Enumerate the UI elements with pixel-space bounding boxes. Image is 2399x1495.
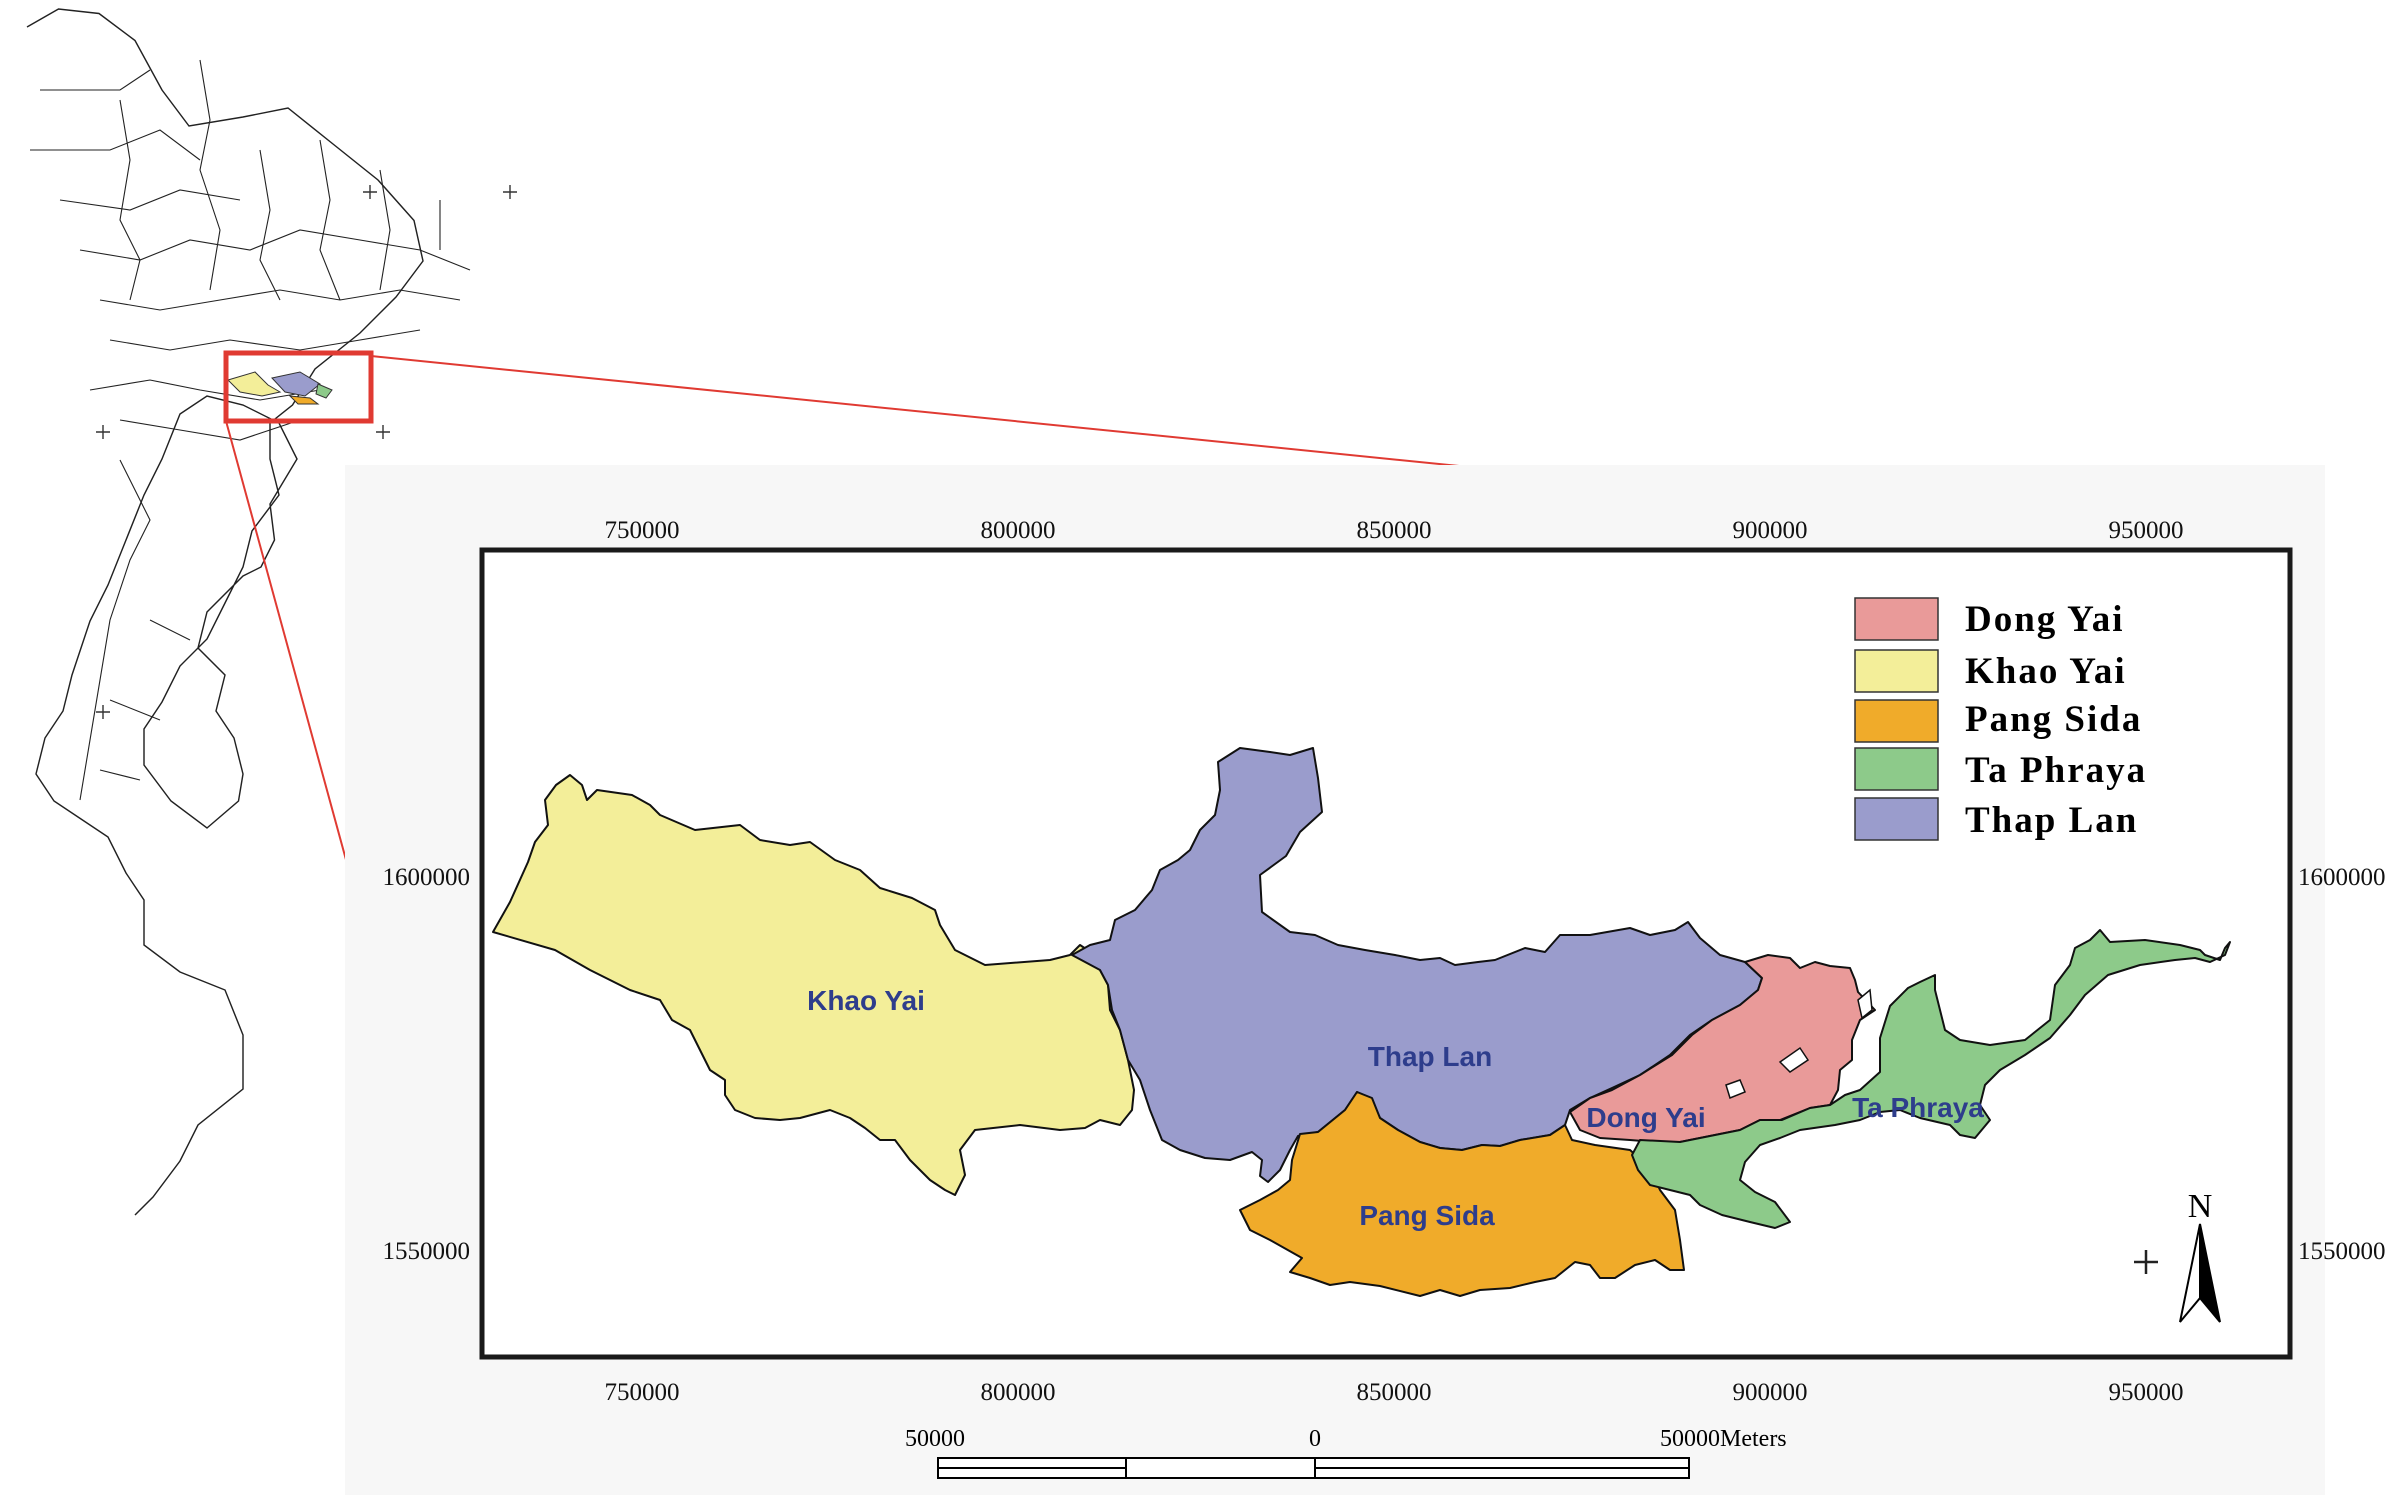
x-tick-label: 900000 [1733,517,1808,544]
regions [492,747,2231,1297]
legend-label: Ta Phraya [1965,750,2147,791]
x-tick-label: 750000 [605,1379,680,1406]
label-khao-yai: Khao Yai [807,985,925,1016]
region-holes [1725,988,1873,1099]
legend-item: Ta Phraya [1854,747,2147,791]
region-pang-sida [1239,1091,1685,1297]
y-axis-left: 1600000 1550000 [383,864,471,1265]
scale-bar: 50000 0 50000Meters [865,1420,1790,1495]
x-tick-label: 850000 [1357,1379,1432,1406]
label-thap-lan: Thap Lan [1368,1041,1492,1072]
legend-label: Pang Sida [1965,699,2142,740]
highlight-box [223,350,374,424]
overview-crosses [96,185,517,719]
y-tick-label: 1550000 [2298,1238,2386,1265]
north-label: N [2188,1188,2213,1225]
x-tick-label: 850000 [1357,517,1432,544]
legend-label: Khao Yai [1965,651,2127,692]
x-axis-bottom: 750000 800000 850000 900000 950000 [605,1379,2184,1406]
label-pang-sida: Pang Sida [1359,1200,1495,1231]
x-tick-label: 800000 [981,517,1056,544]
country-outline [26,8,424,1216]
label-dong-yai: Dong Yai [1586,1102,1705,1133]
legend-swatch [1854,649,1939,693]
y-axis-right: 1600000 1550000 [2298,864,2386,1265]
scale-label-right: 50000Meters [1660,1426,1787,1452]
legend-swatch [1854,747,1939,791]
legend-item: Pang Sida [1854,699,2142,743]
y-tick-label: 1550000 [383,1238,471,1265]
label-ta-phraya: Ta Phraya [1852,1092,1984,1123]
detail-map: 750000 800000 850000 900000 950000 75000… [345,465,2386,1495]
x-axis-top: 750000 800000 850000 900000 950000 [605,517,2184,544]
cross-marker-icon [2134,1250,2158,1274]
x-tick-label: 950000 [2109,517,2184,544]
legend-item: Thap Lan [1854,797,2138,841]
overview-study-area [227,371,333,405]
x-tick-label: 750000 [605,517,680,544]
x-tick-label: 900000 [1733,1379,1808,1406]
north-arrow-icon: N [2179,1188,2221,1323]
legend-label: Dong Yai [1965,599,2125,640]
x-tick-label: 800000 [981,1379,1056,1406]
legend-label: Thap Lan [1965,800,2138,841]
y-tick-label: 1600000 [383,864,471,891]
x-tick-label: 950000 [2109,1379,2184,1406]
legend-item: Dong Yai [1854,597,2125,641]
overview-map [26,8,517,1216]
legend: Dong Yai Khao Yai Pang Sida Ta Phraya Th… [1850,590,2178,845]
legend-swatch [1854,797,1939,841]
legend-item: Khao Yai [1854,649,2127,693]
scale-label-zero: 0 [1309,1426,1321,1452]
legend-swatch [1854,699,1939,743]
y-tick-label: 1600000 [2298,864,2386,891]
scale-label-left: 50000 [905,1426,965,1452]
legend-swatch [1854,597,1939,641]
region-ta-phraya [1631,929,2231,1229]
province-lines [30,59,471,801]
